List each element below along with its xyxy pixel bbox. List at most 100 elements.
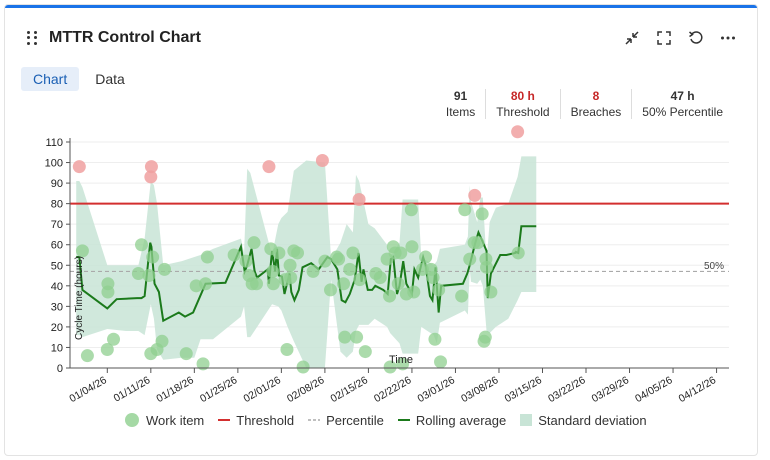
work-item-point (426, 271, 440, 285)
work-item-point (306, 264, 320, 278)
collapse-icon[interactable] (623, 29, 641, 47)
work-item-point (463, 252, 477, 266)
work-item-point (318, 254, 332, 268)
stat-breaches-value: 8 (592, 89, 600, 103)
work-item-point (455, 289, 469, 303)
work-item-point (458, 203, 472, 217)
work-item-point (247, 236, 261, 250)
tab-data[interactable]: Data (95, 71, 125, 87)
x-tick-label: 03/29/26 (590, 374, 632, 405)
work-item-point (484, 285, 498, 299)
stat-percentile: 47 h 50% Percentile (631, 89, 733, 119)
rolling-layer (76, 225, 537, 323)
work-item-point (353, 273, 367, 287)
stat-threshold-label: Threshold (496, 105, 550, 119)
y-tick-label: 30 (51, 301, 63, 313)
tab-chart[interactable]: Chart (21, 67, 80, 91)
work-item-point (407, 285, 421, 299)
x-tick-label: 03/08/26 (459, 374, 501, 405)
drag-handle-icon[interactable] (27, 31, 39, 45)
work-item-point (383, 289, 397, 303)
work-item-point (350, 330, 364, 344)
legend-rolling[interactable]: Rolling average (397, 412, 507, 428)
chart-legend: Work item Threshold Percentile Rolling a… (124, 412, 647, 428)
work-item-point (146, 250, 160, 264)
stat-threshold: 80 h Threshold (485, 89, 559, 119)
y-axis-label: Cycle Time (hours) (74, 256, 85, 340)
percentile-line-label: 50% (704, 261, 724, 272)
legend-percentile-label: Percentile (326, 412, 384, 428)
legend-stddev-label: Standard deviation (538, 412, 647, 428)
legend-work-item[interactable]: Work item (124, 412, 204, 428)
x-tick-label: 02/15/26 (329, 374, 371, 405)
work-item-point (142, 269, 156, 283)
x-tick-label: 03/15/26 (503, 374, 545, 405)
work-item-point (100, 343, 114, 357)
work-item-point (373, 271, 387, 285)
y-tick-label: 100 (45, 158, 63, 170)
work-item-point (131, 266, 145, 280)
x-tick-label: 02/01/26 (241, 374, 283, 405)
stat-breaches-label: Breaches (570, 105, 622, 119)
breach-point (468, 188, 482, 202)
more-options-icon[interactable] (719, 29, 737, 47)
work-item-point (227, 248, 241, 262)
work-item-point (419, 250, 433, 264)
work-item-point (291, 246, 305, 260)
work-item-point (283, 258, 297, 272)
work-item-point (155, 334, 169, 348)
x-tick-label: 01/18/26 (154, 374, 196, 405)
work-item-point (296, 360, 310, 374)
stat-percentile-label: 50% Percentile (642, 105, 723, 119)
work-item-point (432, 283, 446, 297)
y-tick-label: 110 (45, 137, 63, 149)
breach-point (72, 160, 86, 174)
stat-threshold-value: 80 h (510, 89, 535, 103)
x-tick-label: 01/11/26 (112, 374, 153, 405)
work-item-point (284, 271, 298, 285)
work-item-point (250, 277, 264, 291)
y-tick-label: 60 (51, 240, 63, 252)
work-item-point (75, 244, 89, 258)
x-tick-label: 02/08/26 (285, 374, 327, 405)
breach-point (511, 125, 525, 139)
fullscreen-icon[interactable] (655, 29, 673, 47)
work-item-point (107, 332, 121, 346)
x-tick-label: 03/01/26 (416, 374, 458, 405)
work-item-point (272, 246, 286, 260)
work-item-point (101, 285, 115, 299)
work-item-point (239, 254, 253, 268)
x-tick-label: 04/05/26 (633, 374, 675, 405)
stddev-band-area (76, 156, 537, 368)
y-tick-label: 50 (51, 260, 63, 272)
y-tick-label: 80 (51, 199, 63, 211)
work-item-point (266, 264, 280, 278)
work-item-point (358, 345, 372, 359)
card-accent-bar (5, 5, 757, 8)
x-axis-label: Time (389, 354, 413, 366)
chart-card: MTTR Control Chart Chart Data 91 Items 8… (4, 4, 758, 456)
work-item-point (434, 355, 448, 369)
work-item-point (511, 246, 525, 260)
refresh-icon[interactable] (687, 29, 705, 47)
work-item-point (199, 277, 213, 291)
breach-point (315, 153, 329, 167)
stat-breaches: 8 Breaches (559, 89, 632, 119)
work-item-point (323, 283, 337, 297)
x-tick-label: 01/25/26 (198, 374, 240, 405)
legend-percentile[interactable]: Percentile (308, 413, 384, 428)
breach-point (144, 170, 158, 184)
y-tick-label: 40 (51, 281, 63, 293)
page-title: MTTR Control Chart (49, 29, 201, 46)
work-item-point (391, 277, 405, 291)
breach-point (144, 160, 158, 174)
breach-point (352, 193, 366, 207)
x-tick-label: 03/22/26 (546, 374, 588, 405)
legend-rolling-label: Rolling average (415, 412, 507, 428)
work-item-point (396, 357, 410, 371)
legend-threshold[interactable]: Threshold (218, 413, 294, 428)
work-item-point (428, 332, 442, 346)
legend-threshold-label: Threshold (236, 412, 295, 428)
legend-stddev[interactable]: Standard deviation (520, 412, 647, 428)
